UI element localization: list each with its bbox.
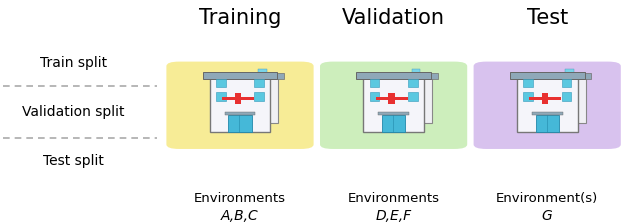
FancyBboxPatch shape: [412, 79, 420, 86]
FancyBboxPatch shape: [394, 78, 432, 123]
FancyBboxPatch shape: [370, 79, 380, 87]
FancyBboxPatch shape: [542, 93, 548, 104]
FancyBboxPatch shape: [259, 90, 267, 97]
Text: D,E,F: D,E,F: [376, 209, 412, 223]
FancyBboxPatch shape: [166, 62, 314, 149]
FancyBboxPatch shape: [364, 78, 424, 132]
FancyBboxPatch shape: [216, 79, 226, 87]
Text: Validation split: Validation split: [22, 105, 125, 119]
Text: Train split: Train split: [40, 56, 107, 70]
FancyBboxPatch shape: [210, 78, 270, 132]
FancyBboxPatch shape: [536, 115, 559, 132]
Text: G: G: [542, 209, 552, 223]
Text: Training: Training: [199, 8, 281, 28]
FancyBboxPatch shape: [524, 92, 532, 101]
FancyBboxPatch shape: [408, 79, 417, 87]
FancyBboxPatch shape: [566, 79, 574, 86]
FancyBboxPatch shape: [378, 112, 409, 115]
FancyBboxPatch shape: [320, 62, 467, 149]
FancyBboxPatch shape: [254, 92, 264, 101]
FancyBboxPatch shape: [407, 113, 419, 123]
FancyBboxPatch shape: [235, 93, 241, 104]
FancyBboxPatch shape: [474, 62, 621, 149]
FancyBboxPatch shape: [370, 92, 380, 101]
Text: Test: Test: [527, 8, 568, 28]
FancyBboxPatch shape: [547, 78, 586, 123]
FancyBboxPatch shape: [562, 79, 571, 87]
FancyBboxPatch shape: [388, 93, 395, 104]
Text: Environment(s): Environment(s): [496, 192, 598, 205]
FancyBboxPatch shape: [259, 79, 267, 86]
FancyBboxPatch shape: [517, 78, 578, 132]
FancyBboxPatch shape: [566, 90, 574, 97]
FancyBboxPatch shape: [412, 90, 420, 97]
FancyBboxPatch shape: [228, 115, 252, 132]
Text: Environments: Environments: [194, 192, 286, 205]
FancyBboxPatch shape: [240, 78, 278, 123]
FancyBboxPatch shape: [356, 72, 431, 79]
FancyBboxPatch shape: [253, 113, 265, 123]
FancyBboxPatch shape: [529, 97, 561, 100]
FancyBboxPatch shape: [541, 73, 591, 79]
FancyBboxPatch shape: [202, 72, 278, 79]
FancyBboxPatch shape: [524, 79, 532, 87]
Text: Validation: Validation: [342, 8, 445, 28]
FancyBboxPatch shape: [254, 79, 264, 87]
FancyBboxPatch shape: [376, 97, 408, 100]
FancyBboxPatch shape: [388, 73, 438, 79]
FancyBboxPatch shape: [566, 69, 574, 76]
FancyBboxPatch shape: [222, 97, 254, 100]
FancyBboxPatch shape: [225, 112, 255, 115]
FancyBboxPatch shape: [382, 115, 405, 132]
Text: Environments: Environments: [348, 192, 440, 205]
FancyBboxPatch shape: [509, 72, 585, 79]
FancyBboxPatch shape: [234, 73, 284, 79]
FancyBboxPatch shape: [408, 92, 417, 101]
FancyBboxPatch shape: [259, 69, 267, 76]
FancyBboxPatch shape: [532, 112, 563, 115]
Text: A,B,C: A,B,C: [221, 209, 259, 223]
FancyBboxPatch shape: [561, 113, 572, 123]
Text: Test split: Test split: [43, 154, 104, 168]
FancyBboxPatch shape: [216, 92, 226, 101]
FancyBboxPatch shape: [562, 92, 571, 101]
FancyBboxPatch shape: [412, 69, 420, 76]
